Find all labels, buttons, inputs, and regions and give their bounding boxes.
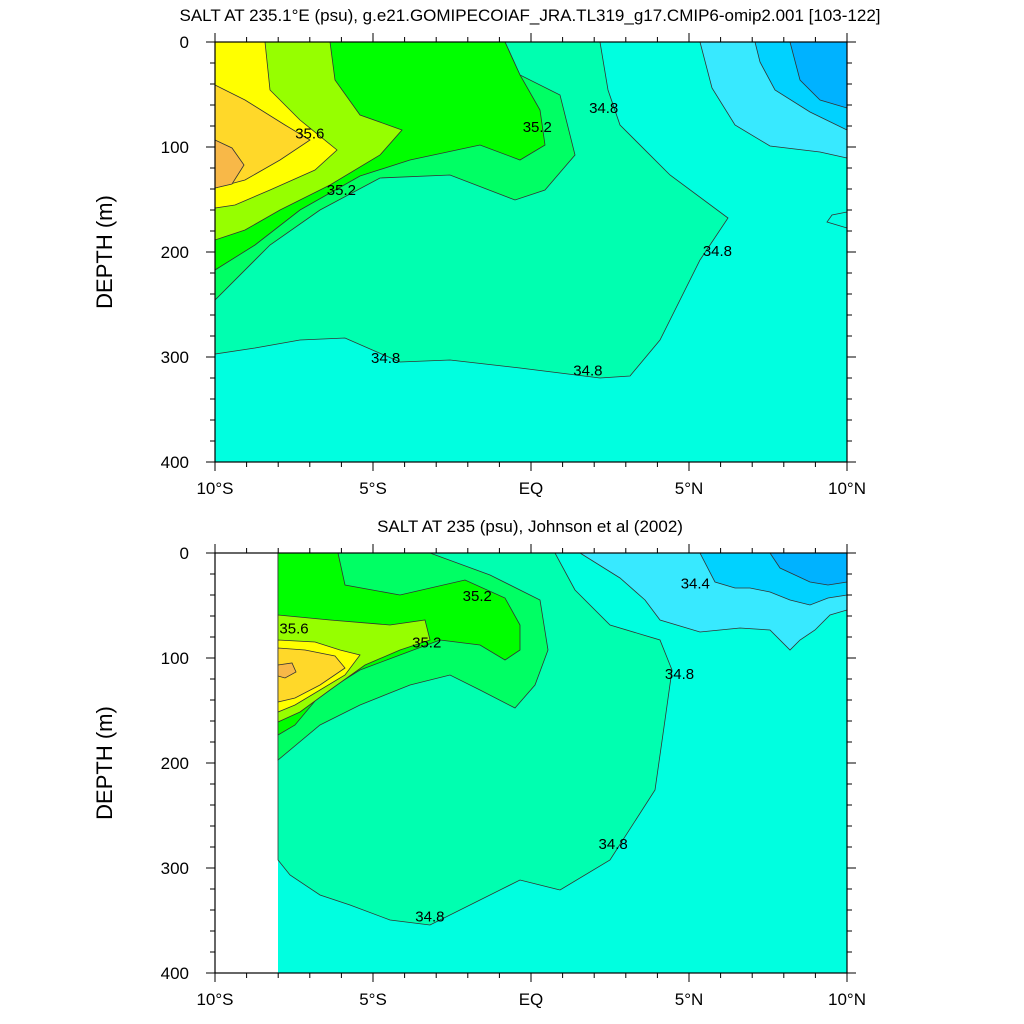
x-tick-label: 10°N — [828, 990, 866, 1009]
y-axis-label: DEPTH (m) — [92, 195, 117, 309]
y-axis-label: DEPTH (m) — [92, 706, 117, 820]
x-tick-label: 5°S — [359, 479, 387, 498]
contour-label: 34.8 — [589, 100, 618, 117]
y-tick-label: 400 — [161, 453, 189, 472]
y-tick-label: 300 — [161, 859, 189, 878]
contour-label: 35.2 — [327, 182, 356, 199]
contour-label: 34.8 — [415, 908, 444, 925]
contour-label: 35.2 — [523, 119, 552, 136]
contour-label: 35.6 — [279, 621, 308, 638]
bottom-chart-title: SALT AT 235 (psu), Johnson et al (2002) — [377, 517, 683, 536]
fill-36-0 — [277, 662, 297, 679]
bottom-contour-fills — [277, 552, 848, 973]
y-tick-label: 200 — [161, 243, 189, 262]
y-tick-label: 0 — [180, 33, 189, 52]
contour-label: 35.2 — [463, 588, 492, 605]
contour-label: 34.8 — [573, 363, 602, 380]
x-tick-label: 5°S — [359, 990, 387, 1009]
fill-35-8 — [277, 647, 346, 703]
y-tick-label: 100 — [161, 138, 189, 157]
x-tick-label: 5°N — [675, 479, 704, 498]
contour-label: 34.8 — [703, 243, 732, 260]
y-tick-label: 100 — [161, 649, 189, 668]
x-tick-label: EQ — [519, 479, 544, 498]
contour-label: 34.8 — [599, 836, 628, 853]
x-tick-label: EQ — [519, 990, 544, 1009]
contour-label: 35.6 — [295, 125, 324, 142]
contour-label: 34.8 — [371, 350, 400, 367]
bottom-axes: 10°S 5°S EQ 5°N 10°N 0 100 200 300 400 DEPTH (m) — [92, 544, 866, 1009]
y-tick-label: 300 — [161, 348, 189, 367]
y-tick-label: 0 — [180, 544, 189, 563]
y-tick-label: 400 — [161, 964, 189, 983]
bottom-contour-labels: 34.4 35.2 35.6 35.2 34.8 34.8 34.8 — [279, 575, 710, 925]
contour-label: 34.4 — [681, 575, 710, 592]
y-tick-label: 200 — [161, 754, 189, 773]
model-salinity-panel: SALT AT 235.1°E (psu), g.e21.GOMIPECOIAF… — [92, 6, 881, 498]
x-tick-label: 5°N — [675, 990, 704, 1009]
x-tick-label: 10°N — [828, 479, 866, 498]
x-tick-label: 10°S — [196, 479, 233, 498]
top-axes: 10°S 5°S EQ 5°N 10°N 0 100 200 300 400 DEPTH (m) — [92, 33, 866, 498]
top-chart-title: SALT AT 235.1°E (psu), g.e21.GOMIPECOIAF… — [179, 6, 880, 25]
top-contour-labels: 35.6 35.2 35.2 34.8 34.8 34.8 34.8 — [295, 100, 732, 380]
contour-label: 34.8 — [665, 666, 694, 683]
observed-salinity-panel: SALT AT 235 (psu), Johnson et al (2002) … — [92, 517, 866, 1009]
fill-35-4 — [277, 614, 431, 723]
contour-label: 35.2 — [412, 634, 441, 651]
top-contour-fills — [214, 41, 848, 462]
x-tick-label: 10°S — [196, 990, 233, 1009]
